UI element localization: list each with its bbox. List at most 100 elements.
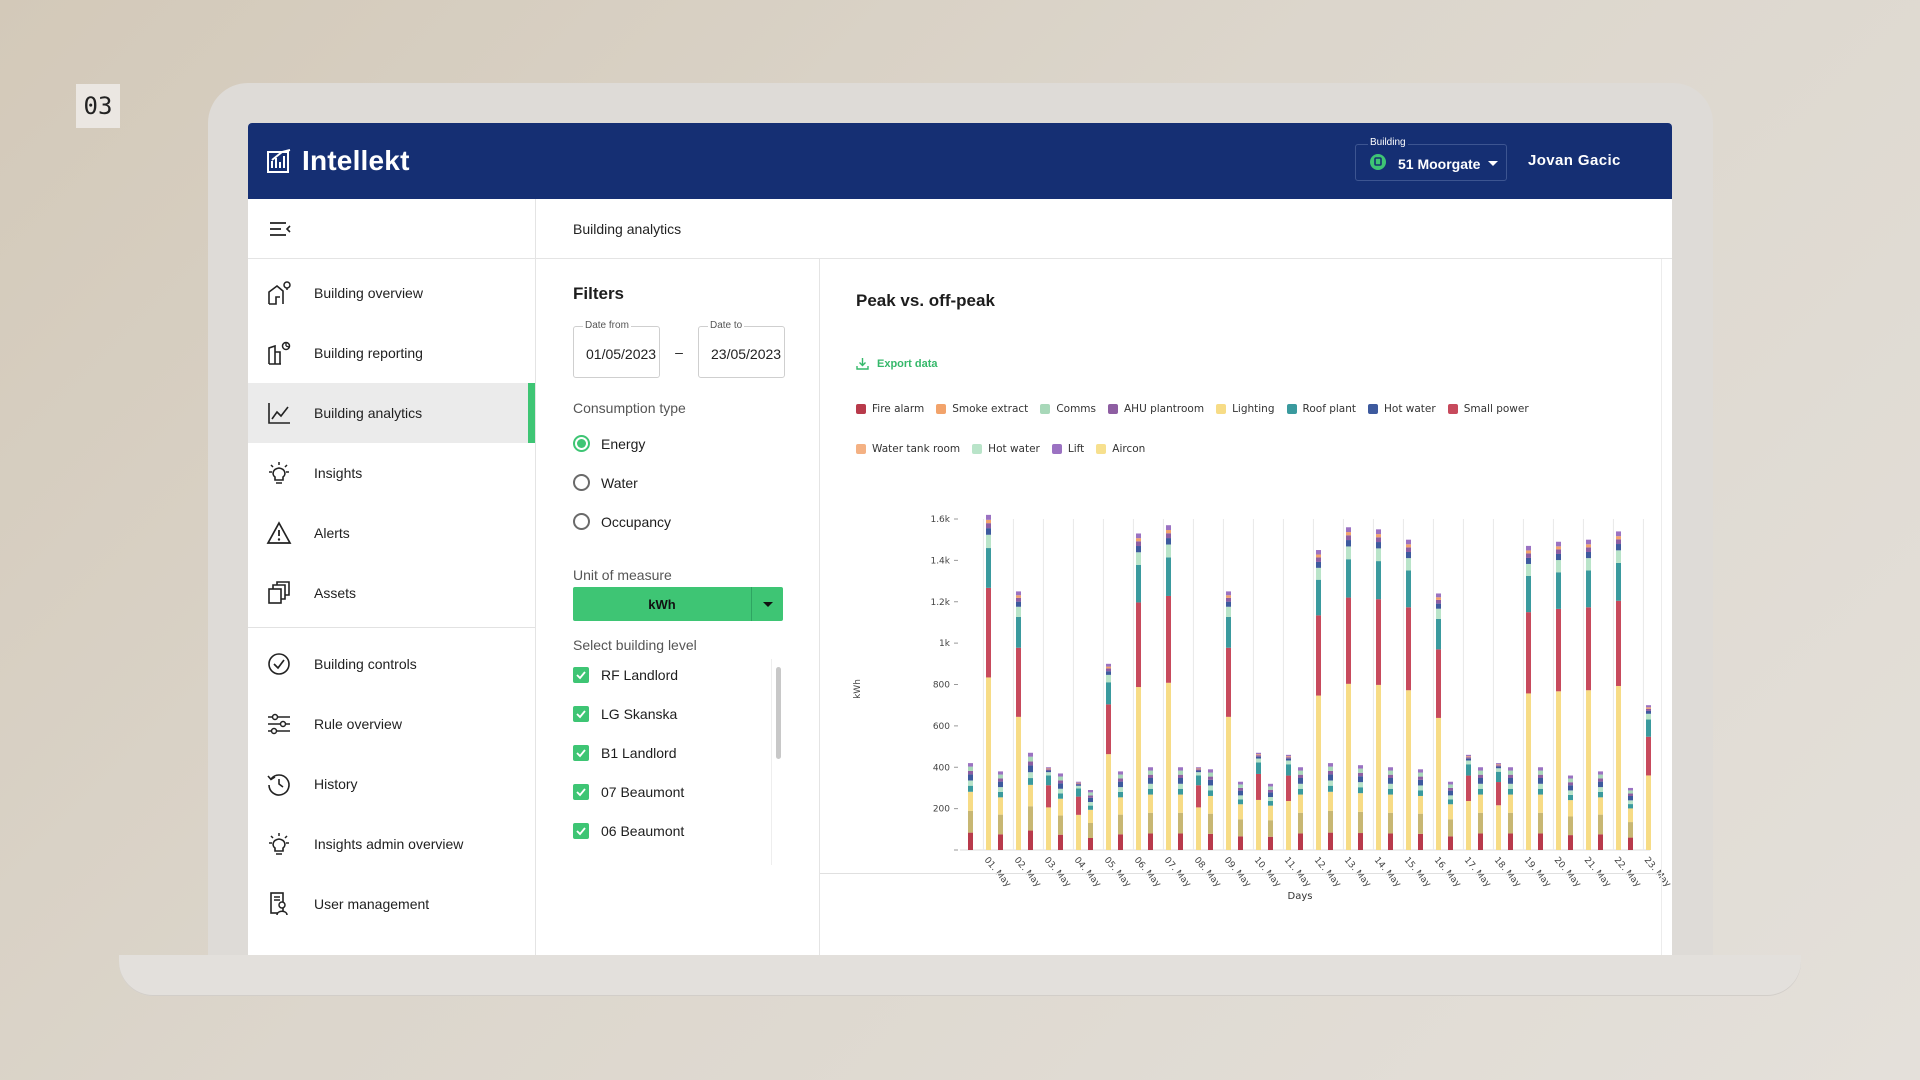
offpeak-bar-segment	[1178, 794, 1183, 813]
checkbox-checked-icon[interactable]	[573, 666, 589, 683]
building-level-item[interactable]: 06 Beaumont	[573, 811, 819, 850]
date-to-field[interactable]: Date to 23/05/2023	[698, 320, 785, 378]
scrollbar-thumb[interactable]	[776, 667, 781, 759]
sidebar-item-label: Building overview	[314, 285, 423, 301]
export-data-button[interactable]: Export data	[856, 357, 938, 370]
building-level-item[interactable]: RF Landlord	[573, 655, 819, 694]
legend-item[interactable]: Water tank room	[856, 439, 960, 459]
building-select-label: Building	[1368, 137, 1408, 148]
offpeak-bar-segment	[1268, 836, 1273, 850]
sidebar-item-history[interactable]: History	[248, 754, 535, 814]
building-level-item[interactable]: B1 Landlord	[573, 733, 819, 772]
peak-bar-segment	[1616, 544, 1621, 551]
offpeak-bar-segment	[1478, 767, 1483, 771]
peak-bar-segment	[1586, 551, 1591, 559]
offpeak-bar-segment	[968, 832, 973, 850]
legend-item[interactable]: Roof plant	[1286, 399, 1356, 419]
peak-bar-segment	[1346, 597, 1351, 684]
offpeak-bar-segment	[1118, 781, 1123, 788]
offpeak-bar-segment	[1088, 809, 1093, 824]
legend-item[interactable]: Smoke extract	[936, 399, 1028, 419]
sidebar-item-building-controls[interactable]: Building controls	[248, 634, 535, 694]
peak-bar-segment	[1226, 647, 1231, 717]
legend-item[interactable]: Lighting	[1216, 399, 1275, 419]
offpeak-bar-segment	[1478, 783, 1483, 789]
offpeak-bar-segment	[1508, 794, 1513, 813]
brand[interactable]: Intellekt	[266, 145, 410, 177]
legend-item[interactable]: Small power	[1447, 399, 1529, 419]
legend-swatch	[1216, 404, 1227, 414]
checkbox-checked-icon[interactable]	[573, 744, 589, 761]
consumption-option-water[interactable]: Water	[573, 463, 819, 502]
radio-unchecked-icon[interactable]	[573, 474, 590, 491]
sidebar-item-building-overview[interactable]: Building overview	[248, 263, 535, 323]
legend-item[interactable]: Fire alarm	[856, 399, 924, 419]
level-list-scrollbar[interactable]	[771, 659, 783, 865]
offpeak-bar-segment	[1058, 815, 1063, 835]
sidebar-item-user-management[interactable]: User management	[248, 874, 535, 934]
offpeak-bar-segment	[1118, 791, 1123, 798]
radio-checked-icon[interactable]	[573, 435, 590, 452]
sidebar-item-alerts[interactable]: Alerts	[248, 503, 535, 563]
unit-of-measure-select[interactable]: kWh	[573, 587, 783, 621]
offpeak-bar-segment	[1598, 797, 1603, 815]
building-level-item[interactable]: LG Skanska	[573, 694, 819, 733]
chevron-down-icon[interactable]	[751, 587, 783, 621]
offpeak-bar-segment	[1538, 770, 1543, 775]
peak-bar-segment	[1106, 663, 1111, 667]
legend-item[interactable]: Lift	[1051, 439, 1084, 459]
offpeak-bar-segment	[1298, 783, 1303, 789]
offpeak-bar-segment	[1118, 797, 1123, 815]
checkbox-checked-icon[interactable]	[573, 783, 589, 800]
legend-label: Hot water	[1384, 403, 1436, 415]
legend-item[interactable]: Aircon	[1096, 439, 1145, 459]
offpeak-bar-segment	[968, 770, 973, 775]
peak-bar-segment	[1346, 540, 1351, 547]
sidebar-item-assets[interactable]: Assets	[248, 563, 535, 623]
legend-item[interactable]: AHU plantroom	[1108, 399, 1204, 419]
consumption-option-occupancy[interactable]: Occupancy	[573, 502, 819, 541]
sidebar-item-building-reporting[interactable]: Building reporting	[248, 323, 535, 383]
checkbox-checked-icon[interactable]	[573, 705, 589, 722]
y-tick-label: 1k	[939, 639, 951, 649]
peak-bar-segment	[1046, 785, 1051, 808]
offpeak-bar-segment	[1058, 783, 1063, 789]
date-from-value: 01/05/2023	[586, 346, 656, 362]
sliders-icon	[266, 711, 292, 737]
user-menu[interactable]: Jovan Gacic	[1528, 152, 1621, 169]
consumption-option-energy[interactable]: Energy	[573, 424, 819, 463]
building-select[interactable]: Building 51 Moorgate	[1355, 137, 1507, 181]
peak-bar-segment	[1256, 752, 1261, 755]
checkbox-checked-icon[interactable]	[573, 822, 589, 839]
legend-label: AHU plantroom	[1124, 403, 1205, 415]
peak-bar-segment	[1526, 557, 1531, 564]
offpeak-bar-segment	[1268, 789, 1273, 793]
menu-collapse-icon[interactable]	[268, 219, 292, 239]
offpeak-bar-segment	[1028, 761, 1033, 766]
legend-item[interactable]: Hot water	[972, 439, 1040, 459]
offpeak-bar-segment	[1538, 778, 1543, 784]
sidebar-item-rule-overview[interactable]: Rule overview	[248, 694, 535, 754]
offpeak-bar-segment	[1508, 774, 1513, 779]
legend-item[interactable]: Comms	[1040, 399, 1096, 419]
offpeak-bar-segment	[1058, 793, 1063, 799]
peak-bar-segment	[1316, 561, 1321, 568]
sidebar-item-insights-admin-overview[interactable]: Insights admin overview	[248, 814, 535, 874]
peak-bar-segment	[1196, 770, 1201, 773]
sidebar-item-building-analytics[interactable]: Building analytics	[248, 383, 535, 443]
peak-bar-segment	[1646, 705, 1651, 708]
peak-bar-segment	[1406, 539, 1411, 545]
peak-bar-segment	[1106, 671, 1111, 675]
building-level-item[interactable]: 07 Beaumont	[573, 772, 819, 811]
x-axis-label: Days	[1288, 891, 1313, 902]
date-from-field[interactable]: Date from 01/05/2023	[573, 320, 660, 378]
offpeak-bar-segment	[1448, 795, 1453, 800]
history-icon	[266, 771, 292, 797]
offpeak-bar-segment	[1238, 781, 1243, 785]
sidebar-item-insights[interactable]: Insights	[248, 443, 535, 503]
building-reporting-icon	[266, 340, 292, 366]
radio-unchecked-icon[interactable]	[573, 513, 590, 530]
peak-bar-segment	[1286, 756, 1291, 758]
peak-bar-segment	[1496, 768, 1501, 772]
legend-item[interactable]: Hot water	[1368, 399, 1436, 419]
